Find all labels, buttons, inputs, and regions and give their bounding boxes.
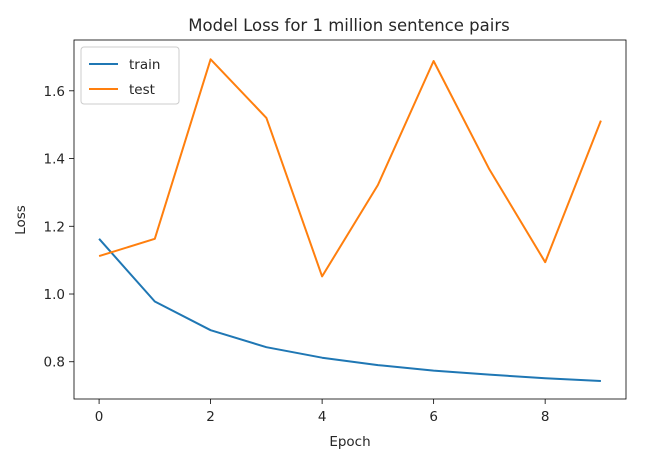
- x-tick-label: 0: [95, 409, 104, 425]
- legend-label-test: test: [129, 82, 155, 98]
- y-axis-ticks: 0.8 1.0 1.2 1.4 1.6: [44, 84, 74, 371]
- y-tick-label: 0.8: [44, 355, 65, 371]
- series-layer: [98, 58, 602, 382]
- y-axis-label: Loss: [13, 205, 29, 235]
- x-tick-label: 4: [318, 409, 327, 425]
- legend: train test: [80, 46, 180, 105]
- y-tick-label: 1.2: [44, 219, 65, 235]
- x-tick-label: 8: [541, 409, 550, 425]
- series-line-train: [98, 238, 601, 382]
- y-tick-label: 1.6: [44, 84, 65, 100]
- x-axis-label: Epoch: [329, 434, 370, 450]
- x-axis-ticks: 0 2 4 6 8: [95, 399, 550, 425]
- x-tick-label: 6: [429, 409, 438, 425]
- series-line-test: [98, 58, 602, 278]
- legend-label-train: train: [129, 57, 160, 73]
- y-tick-label: 1.0: [44, 287, 65, 303]
- x-tick-label: 2: [206, 409, 215, 425]
- chart-title: Model Loss for 1 million sentence pairs: [188, 16, 509, 35]
- y-tick-label: 1.4: [44, 152, 65, 168]
